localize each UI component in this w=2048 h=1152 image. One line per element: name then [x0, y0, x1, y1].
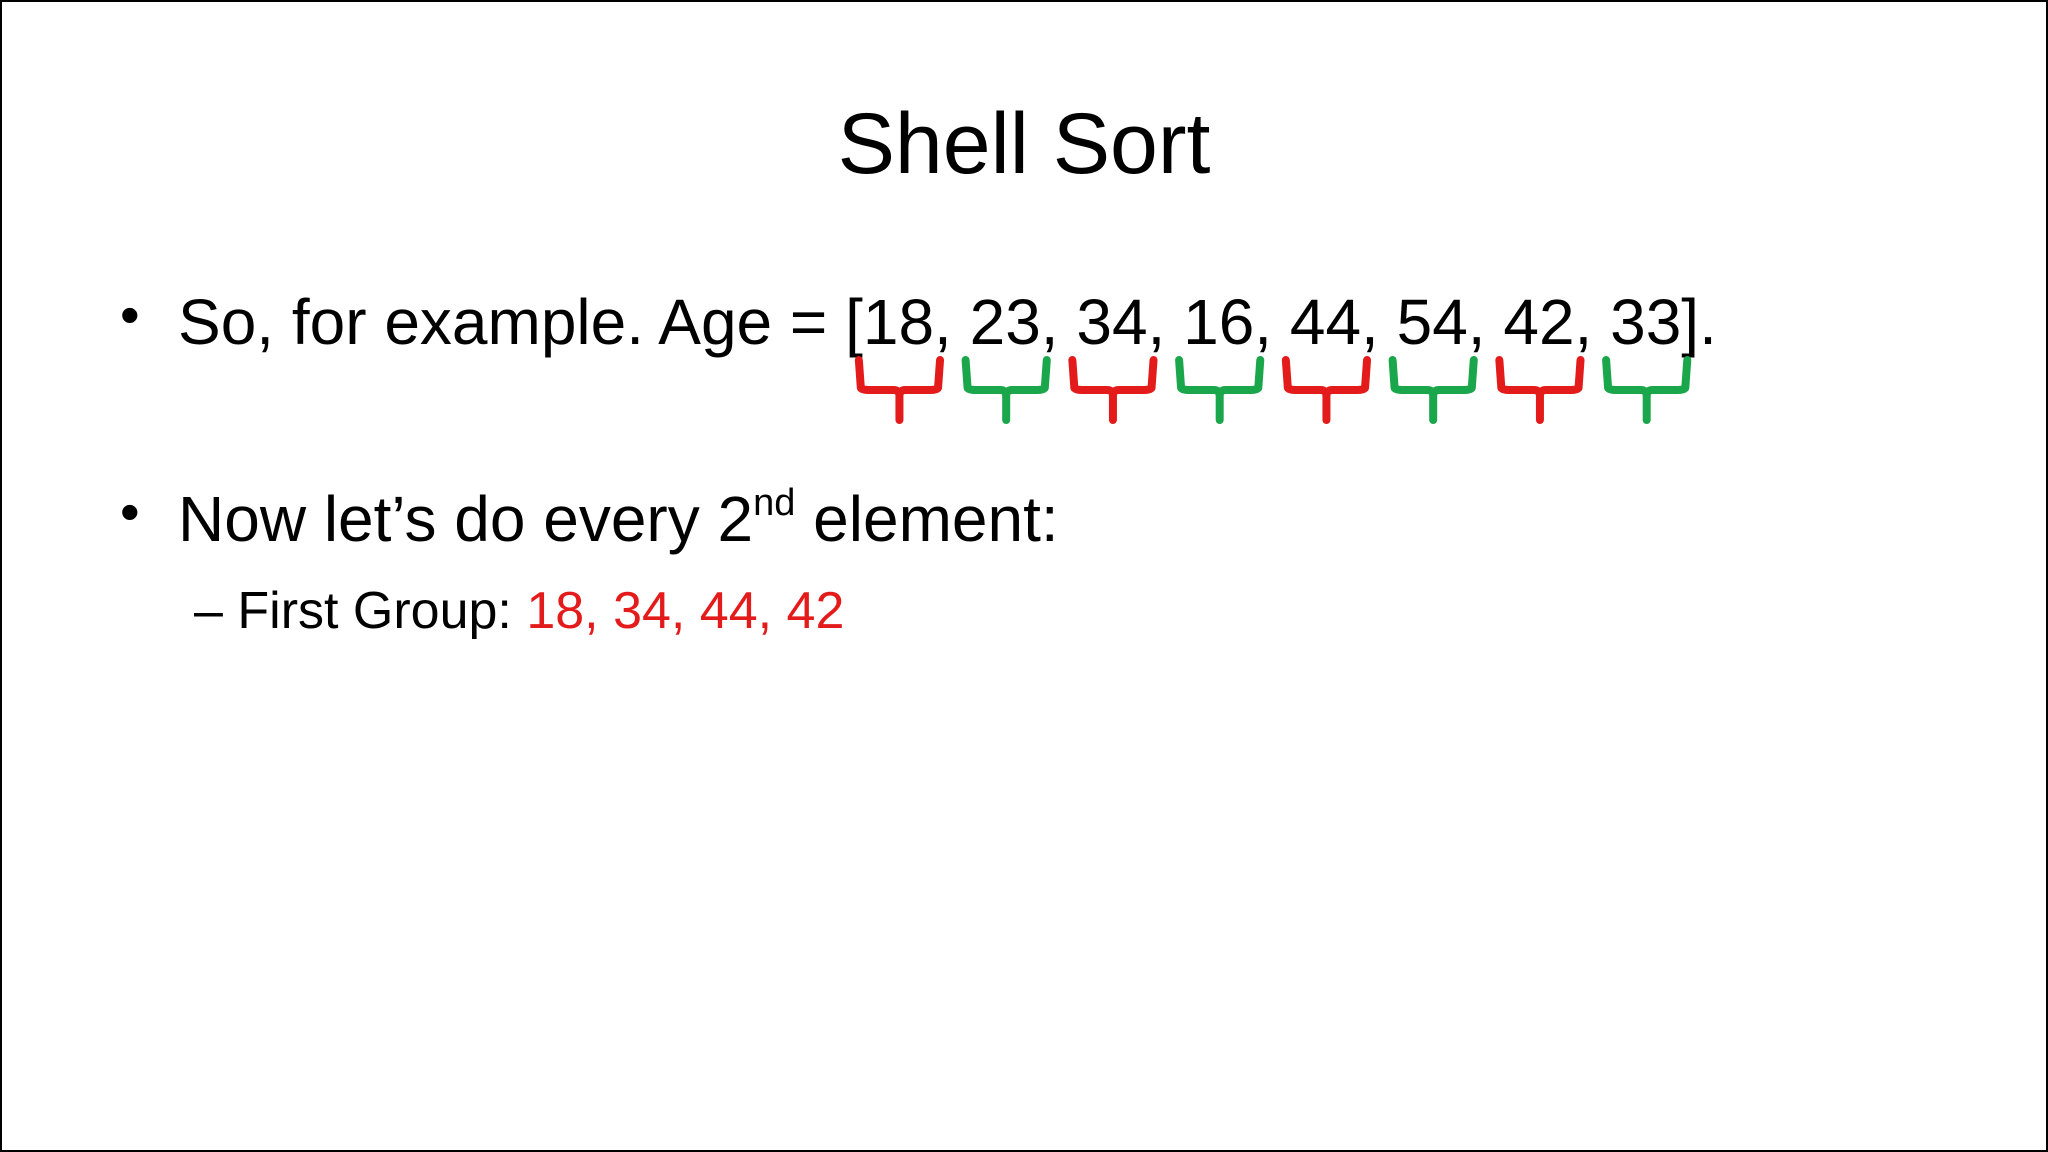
- array-separator: ,: [1574, 286, 1611, 358]
- bullet2-text-after: element:: [795, 483, 1059, 555]
- first-group-label: First Group:: [237, 582, 527, 640]
- array-value: 54: [1396, 286, 1468, 358]
- array-value: 44: [1289, 286, 1362, 358]
- sub-bullet-dash: –: [194, 582, 223, 640]
- first-group-values: 18, 34, 44, 42: [526, 582, 845, 640]
- array-suffix: ].: [1681, 286, 1717, 358]
- array-value: 23: [969, 286, 1041, 358]
- array-values: 18, 23, 34, 16, 44, 54, 42, 33: [863, 286, 1681, 358]
- array-separator: ,: [1467, 286, 1504, 358]
- bullet2-text-before: Now let’s do every 2: [178, 483, 754, 555]
- array-value: 42: [1503, 286, 1575, 358]
- array-value: 33: [1610, 286, 1682, 358]
- array-separator: ,: [1254, 286, 1290, 358]
- bullet-every-second: Now let’s do every 2nd element:: [178, 479, 1059, 559]
- bullet-array: So, for example. Age = [18, 23, 34, 16, …: [178, 282, 1717, 362]
- bullet-marker: •: [120, 480, 140, 543]
- array-value: 18: [862, 286, 935, 358]
- slide-title: Shell Sort: [837, 96, 1211, 192]
- array-separator: ,: [934, 286, 970, 358]
- array-prefix: So, for example. Age = [: [178, 286, 863, 358]
- ordinal-superscript: nd: [753, 481, 796, 524]
- array-separator: ,: [1147, 286, 1184, 358]
- array-separator: ,: [1361, 286, 1397, 358]
- array-value: 16: [1183, 286, 1255, 358]
- array-separator: ,: [1040, 286, 1077, 358]
- sub-bullet-first-group: – First Group: 18, 34, 44, 42: [194, 576, 844, 646]
- array-value: 34: [1076, 286, 1148, 358]
- bullet-marker: •: [120, 283, 140, 346]
